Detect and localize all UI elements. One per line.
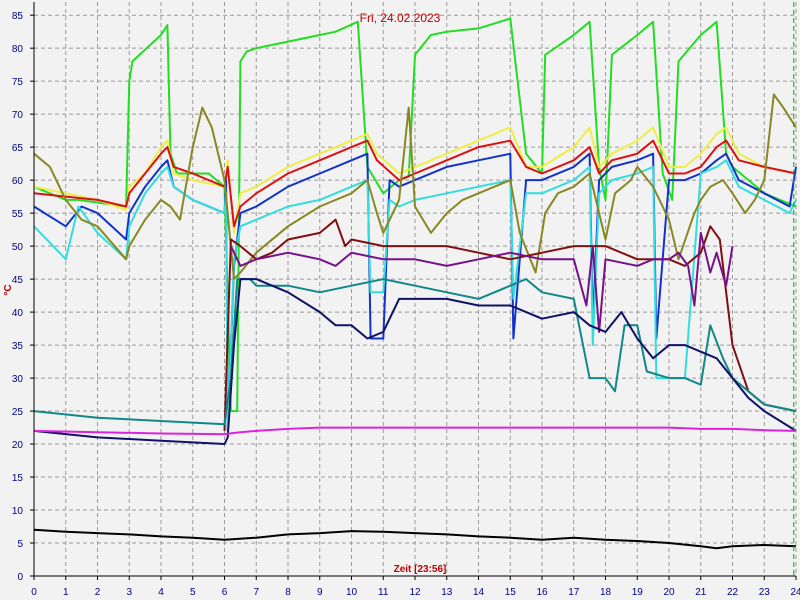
x-tick-label: 22 [727,587,739,598]
y-tick-label: 70 [12,110,24,121]
x-tick-label: 11 [378,587,389,598]
x-tick-label: 9 [317,587,323,598]
y-tick-label: 80 [12,44,24,55]
x-tick-label: 8 [285,587,291,598]
x-tick-label: 17 [568,587,580,598]
y-tick-label: 15 [12,473,24,484]
y-tick-label: 50 [12,242,24,253]
y-tick-label: 40 [12,308,24,319]
x-tick-label: 3 [126,587,132,598]
y-tick-label: 35 [12,341,24,352]
y-tick-label: 45 [12,275,24,286]
y-tick-label: 20 [12,440,24,451]
series-line-6 [33,93,797,281]
x-tick-label: 24 [790,587,800,598]
series-line-2 [33,126,797,234]
series-line-3 [33,139,797,228]
x-tick-label: 7 [253,587,259,598]
x-tick-label: 23 [759,587,771,598]
series-lines [33,17,797,550]
x-tick-label: 2 [95,587,101,598]
series-line-11 [33,426,797,436]
y-tick-label: 60 [12,176,24,187]
y-tick-label: 65 [12,143,24,154]
x-axis-label: Zeit [23:56] [394,564,447,575]
y-tick-label: 5 [17,539,23,550]
x-tick-label: 21 [695,587,707,598]
y-tick-label: 25 [12,407,24,418]
x-tick-label: 1 [63,587,69,598]
y-tick-label: 0 [17,572,23,583]
y-tick-label: 55 [12,209,24,220]
x-tick-label: 12 [409,587,421,598]
y-tick-label: 30 [12,374,24,385]
x-tick-label: 4 [158,587,164,598]
x-tick-label: 16 [536,587,548,598]
y-tick-label: 75 [12,77,24,88]
series-line-10 [33,278,797,445]
x-tick-label: 19 [632,587,644,598]
x-tick-label: 5 [190,587,196,598]
x-tick-label: 15 [505,587,517,598]
y-tick-labels: 0 5 10 15 20 25 30 35 40 45 50 55 60 65 70 75 80 85 [12,11,34,583]
chart-title: Fri, 24.02.2023 [360,11,441,25]
x-tick-label: 10 [346,587,358,598]
series-line-8 [229,231,734,333]
x-tick-label: 20 [663,587,675,598]
x-tick-label: 14 [473,587,485,598]
series-line-12 [33,528,797,550]
y-axis-label: °C [3,284,14,295]
x-tick-labels: 0 1 2 3 4 5 6 7 8 9 10 11 12 13 14 15 16 17 18 19 20 21 22 23 24 [31,576,800,598]
x-tick-label: 0 [31,587,37,598]
x-tick-label: 13 [441,587,453,598]
y-tick-label: 10 [12,506,24,517]
x-tick-label: 6 [222,587,228,598]
x-tick-label: 18 [600,587,612,598]
grid-lines [34,2,797,576]
series-line-4 [33,152,797,432]
y-tick-label: 85 [12,11,24,22]
